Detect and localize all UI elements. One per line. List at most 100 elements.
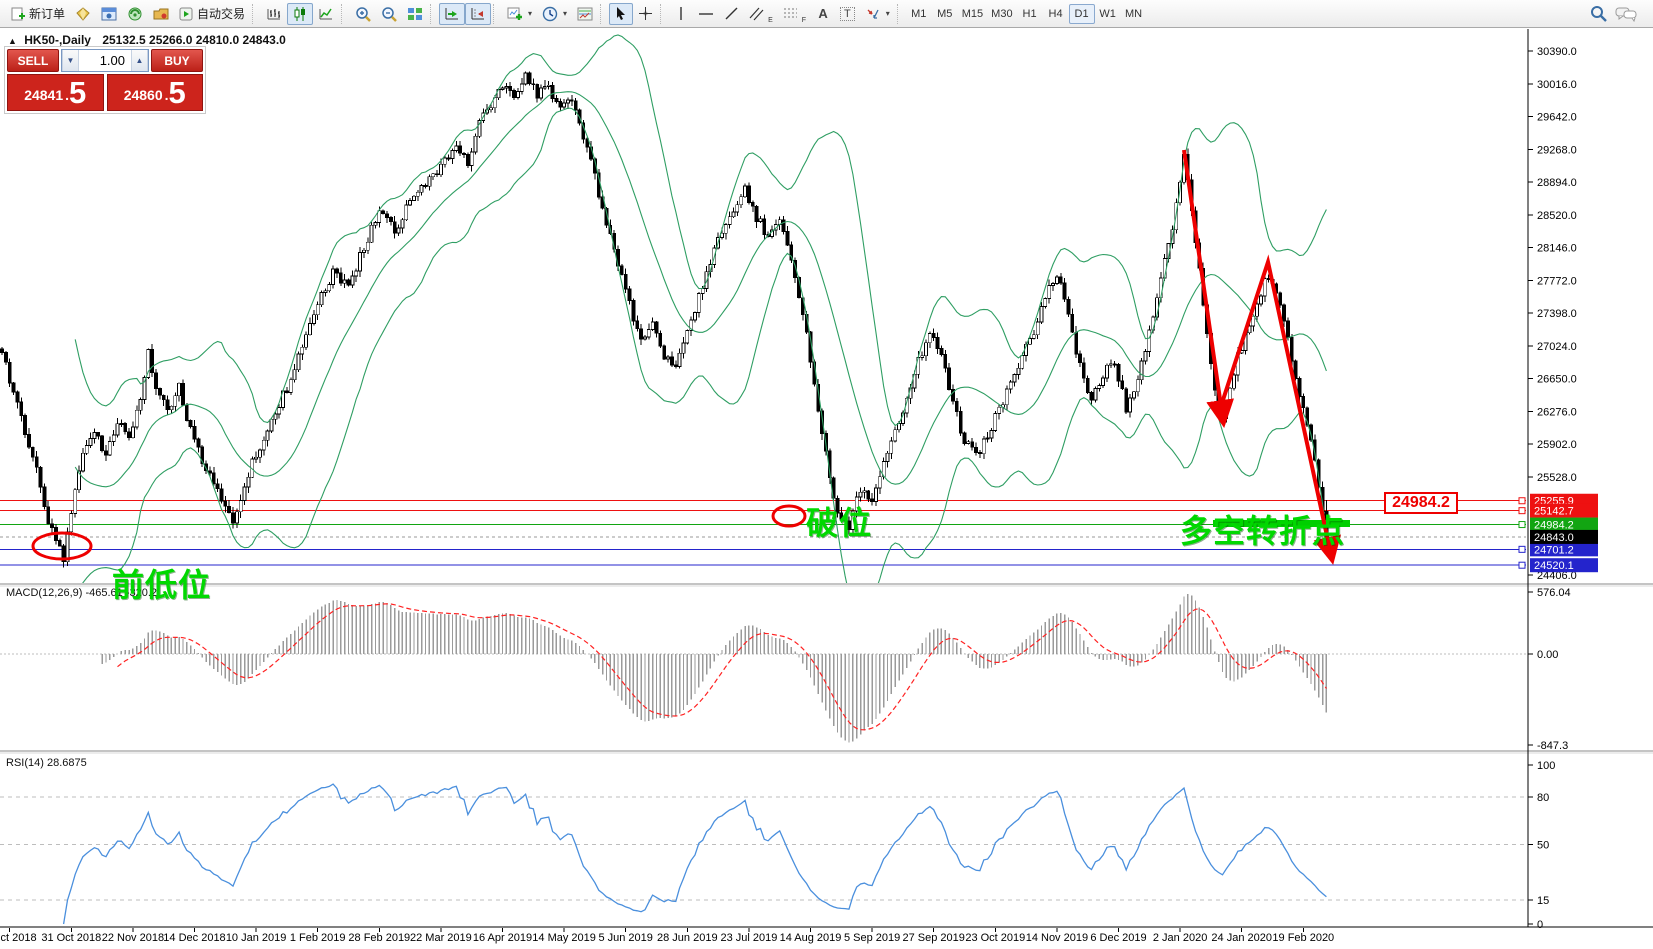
candle-body: [1105, 364, 1109, 379]
price-tick-label: 30016.0: [1537, 79, 1577, 91]
line-chart-button[interactable]: [313, 3, 339, 25]
annotation-previous-low[interactable]: 前低位: [112, 567, 212, 603]
line-anchor-handle[interactable]: [1518, 497, 1526, 505]
chart-template-button[interactable]: [572, 3, 598, 25]
price-tick-label: 29642.0: [1537, 112, 1577, 124]
crosshair-tool-button[interactable]: [633, 3, 658, 25]
auto-scroll-button[interactable]: [439, 2, 466, 25]
price-line-label-text: 25142.7: [1534, 506, 1574, 518]
candle-body: [962, 432, 967, 444]
candle-body: [1016, 367, 1021, 375]
zoom-out-icon: [382, 6, 397, 22]
annotation-breakdown[interactable]: 破位: [806, 505, 873, 541]
timeframe-m5-button[interactable]: M5: [937, 7, 953, 20]
date-label: 27 Sep 2019: [903, 932, 965, 944]
annotation-support-bar[interactable]: [1213, 520, 1350, 527]
candle-body: [273, 413, 278, 420]
candle-body: [454, 145, 459, 151]
horizontal-line-tool-button[interactable]: [693, 3, 719, 25]
candle-body: [735, 204, 740, 213]
date-label: 14 Aug 2019: [780, 932, 842, 944]
timeframe-m1-button[interactable]: M1: [911, 7, 927, 20]
annotation-arrow-zigzag[interactable]: [1220, 254, 1341, 565]
timeframe-m30-button[interactable]: M30: [991, 7, 1013, 20]
candle-body: [820, 410, 824, 435]
cursor-tool-button[interactable]: [609, 2, 634, 25]
timeframe-h1-button[interactable]: H1: [1022, 7, 1037, 20]
candle-body: [300, 346, 305, 355]
volume-value[interactable]: 1.00: [99, 53, 125, 68]
tile-windows-button[interactable]: [402, 3, 428, 25]
bar-chart-button[interactable]: [261, 3, 287, 25]
candle-body: [1051, 283, 1055, 287]
timeframe-w1-button[interactable]: W1: [1099, 7, 1116, 20]
line-anchor-handle[interactable]: [1518, 545, 1526, 553]
toolbar-separator: [896, 3, 904, 24]
annotation-arrow-down-1[interactable]: [1182, 149, 1235, 429]
trendline-tool-button[interactable]: [719, 3, 744, 25]
candle-body: [516, 91, 520, 98]
periods-button[interactable]: ▾: [537, 3, 572, 25]
text-tool-button[interactable]: A: [811, 3, 835, 25]
candle-body: [1101, 377, 1105, 386]
volume-increase-button[interactable]: ▲: [131, 50, 148, 71]
candle-body: [423, 184, 428, 187]
buy-price-box[interactable]: 24860 . 5: [106, 74, 203, 111]
candlestick-button[interactable]: [287, 2, 314, 25]
arrows-tool-button[interactable]: ▾: [860, 3, 895, 25]
annotation-ellipse[interactable]: [771, 504, 807, 528]
text-label-tool-button[interactable]: T: [835, 3, 860, 25]
buy-button[interactable]: BUY: [151, 49, 203, 72]
timeframe-m15-button[interactable]: M15: [961, 7, 984, 20]
sell-price-box[interactable]: 24841 . 5: [7, 74, 104, 111]
annotation-ellipse[interactable]: [31, 531, 93, 561]
zoom-out-button[interactable]: [376, 3, 402, 25]
timeframe-mn-button[interactable]: MN: [1125, 7, 1143, 20]
navigator-button[interactable]: [122, 3, 148, 25]
fibonacci-tool-button[interactable]: F: [778, 3, 811, 25]
candle-body: [408, 200, 413, 206]
candle-body: [361, 249, 366, 253]
candle-body: [315, 304, 320, 316]
rsi-tick-label: 100: [1537, 760, 1555, 772]
line-anchor-handle[interactable]: [1518, 507, 1526, 515]
timeframe-d1-button[interactable]: D1: [1068, 3, 1095, 24]
line-anchor-handle[interactable]: [1518, 561, 1526, 569]
search-icon[interactable]: [1590, 5, 1607, 22]
price-callout-box[interactable]: 24984.2: [1384, 492, 1458, 514]
candle-body: [1128, 397, 1132, 413]
channel-tool-button[interactable]: E: [744, 3, 778, 25]
autotrading-button[interactable]: 自动交易: [174, 3, 250, 25]
new-order-button[interactable]: 新订单: [6, 3, 70, 25]
chart-shift-button[interactable]: [465, 2, 492, 25]
market-watch-button[interactable]: [70, 3, 96, 25]
main-toolbar: 新订单 自动交易: [0, 0, 1653, 28]
candle-body: [535, 84, 540, 99]
buy-price-main: 24860: [123, 87, 163, 103]
volume-decrease-button[interactable]: ▼: [62, 50, 79, 71]
annotation-pivot-point[interactable]: 多空转折点: [1180, 513, 1346, 549]
text-label-icon: T: [840, 6, 855, 21]
candle-body: [415, 191, 420, 197]
sell-button[interactable]: SELL: [7, 49, 59, 72]
candle-body: [450, 150, 455, 159]
vertical-line-tool-button[interactable]: [669, 3, 693, 25]
candle-body: [258, 449, 262, 458]
chart-shift-icon: [471, 7, 485, 19]
date-label: 2 Jan 2020: [1153, 932, 1207, 944]
zoom-in-button[interactable]: [350, 3, 376, 25]
terminal-button[interactable]: [148, 3, 174, 25]
timeframe-h4-button[interactable]: H4: [1048, 7, 1063, 20]
line-anchor-handle[interactable]: [1518, 521, 1526, 529]
candle-body: [462, 152, 466, 155]
auto-scroll-icon: [445, 7, 459, 19]
candle-body: [1255, 303, 1259, 317]
chat-icon[interactable]: [1615, 6, 1637, 22]
trendline-icon: [725, 7, 738, 20]
add-indicator-button[interactable]: ▾: [502, 3, 537, 25]
indicator-line: [117, 603, 1327, 731]
candle-body: [242, 486, 247, 501]
dropdown-arrow-icon: ▾: [885, 9, 890, 18]
data-window-button[interactable]: [96, 3, 122, 25]
